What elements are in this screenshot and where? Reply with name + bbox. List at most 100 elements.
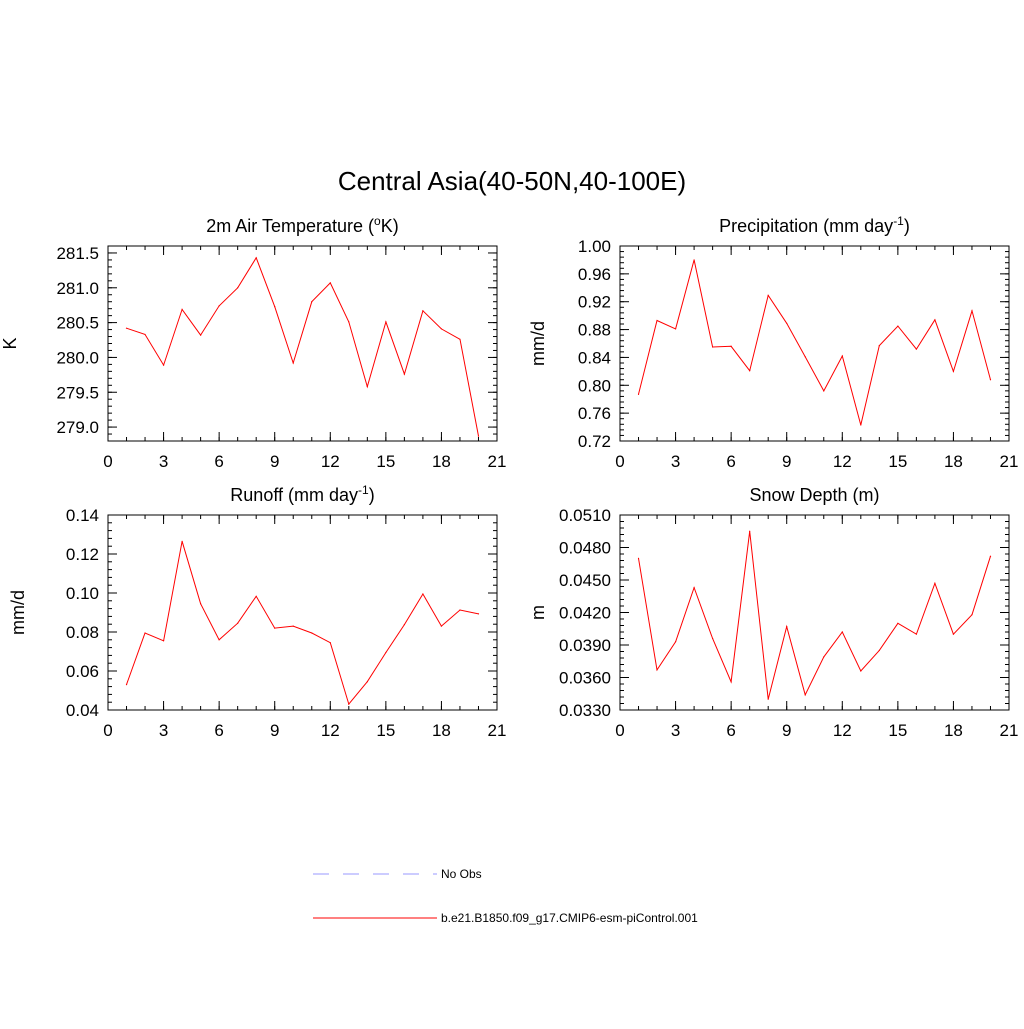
air-temperature-data-point	[348, 321, 350, 323]
runoff-x-tick-label: 0	[103, 721, 112, 740]
precipitation-title-main: Precipitation (mm day	[719, 216, 893, 236]
runoff-x-tick-label: 18	[432, 721, 451, 740]
air-temperature-data-point	[255, 257, 257, 259]
snow-depth-x-tick-label: 6	[726, 721, 735, 740]
precipitation-data-point	[915, 348, 917, 350]
snow-depth-x-tick-label: 9	[782, 721, 791, 740]
runoff-data-point	[125, 684, 128, 686]
runoff-x-tick-label: 3	[159, 721, 168, 740]
air-temperature-x-tick-label: 0	[103, 452, 112, 471]
snow-depth-y-tick-label: 0.0480	[559, 539, 611, 558]
air-temperature-x-tick-label: 12	[321, 452, 340, 471]
precipitation-data-point	[674, 328, 677, 330]
precipitation-data-point	[841, 355, 843, 357]
precipitation-data-point	[971, 310, 973, 312]
snow-depth-x-tick-label: 3	[671, 721, 680, 740]
snow-depth-x-tick-label: 21	[1000, 721, 1019, 740]
runoff-data-point	[292, 625, 294, 627]
precipitation-data-point	[934, 319, 936, 321]
snow-depth-x-tick-label: 0	[615, 721, 624, 740]
precipitation-y-tick-label: 0.80	[578, 376, 611, 395]
air-temperature-y-tick-label: 279.5	[56, 383, 99, 402]
legend: No Obs b.e21.B1850.f09_g17.CMIP6-esm-piCo…	[313, 867, 698, 925]
air-temperature-data-point	[311, 301, 313, 303]
legend-label-model: b.e21.B1850.f09_g17.CMIP6-esm-piControl.…	[441, 911, 698, 925]
runoff-title-superscript: -1	[358, 483, 369, 497]
runoff-title: Runoff (mm day-1)	[230, 483, 374, 505]
runoff-data-point	[440, 625, 443, 627]
runoff-data-point	[255, 595, 257, 597]
runoff-y-tick-label: 0.14	[66, 506, 99, 525]
runoff-data-point	[162, 640, 165, 642]
snow-depth-data-point	[915, 633, 917, 635]
precipitation-data-point	[637, 393, 640, 395]
precipitation-y-tick-label: 0.88	[578, 321, 611, 340]
runoff-data-point	[422, 593, 424, 595]
snow-depth-data-point	[841, 631, 843, 633]
air-temperature-title-superscript: o	[374, 214, 381, 228]
air-temperature-title-end: K)	[381, 216, 399, 236]
runoff-data-point	[218, 639, 220, 641]
precipitation-plot-frame	[619, 245, 1010, 442]
precipitation-title-superscript: -1	[893, 214, 904, 228]
air-temperature-data-point	[181, 308, 183, 310]
precipitation-data-point	[860, 424, 862, 426]
runoff-x-tick-label: 6	[214, 721, 223, 740]
runoff-y-tick-label: 0.10	[66, 584, 99, 603]
snow-depth-data-point	[989, 555, 992, 557]
air-temperature-data-point	[292, 362, 294, 364]
precipitation-x-tick-label: 6	[726, 452, 735, 471]
runoff-x-tick-label: 21	[488, 721, 507, 740]
runoff-y-tick-label: 0.08	[66, 623, 99, 642]
snow-depth-data-point	[971, 614, 973, 616]
snow-depth-x-tick-label: 12	[833, 721, 852, 740]
precipitation-x-tick-label: 3	[671, 452, 680, 471]
precipitation-data-point	[804, 356, 806, 358]
precipitation-y-tick-label: 1.00	[578, 237, 611, 256]
precipitation-y-axis-label: mm/d	[528, 321, 548, 366]
snow-depth-data-point	[637, 557, 640, 559]
runoff-x-tick-label: 15	[376, 721, 395, 740]
precipitation-data-point	[989, 379, 992, 381]
air-temperature-x-tick-label: 18	[432, 452, 451, 471]
precipitation-data-point	[767, 294, 769, 297]
precipitation-x-tick-label: 9	[782, 452, 791, 471]
air-temperature-data-point	[218, 305, 220, 307]
precipitation-x-tick-label: 21	[1000, 452, 1019, 471]
air-temperature-x-tick-label: 6	[214, 452, 223, 471]
page-title: Central Asia(40-50N,40-100E)	[338, 166, 686, 196]
snow-depth-title: Snow Depth (m)	[749, 485, 879, 505]
air-temperature-y-tick-label: 280.5	[56, 314, 99, 333]
snow-depth-x-tick-label: 15	[888, 721, 907, 740]
snow-depth-plot-frame	[619, 514, 1010, 711]
air-temperature-y-tick-label: 281.0	[56, 279, 99, 298]
precipitation-data-point	[952, 370, 955, 372]
runoff-y-tick-label: 0.06	[66, 662, 99, 681]
runoff-data-point	[403, 623, 405, 626]
precipitation-x-tick-label: 18	[944, 452, 963, 471]
snow-depth-series-line	[638, 531, 991, 700]
air-temperature-data-point	[422, 310, 424, 312]
snow-depth-data-point	[786, 625, 788, 628]
air-temperature-data-point	[200, 334, 202, 336]
snow-depth-data-point	[730, 681, 732, 683]
precipitation-data-point	[693, 259, 695, 261]
air-temperature-data-point	[440, 328, 443, 330]
precipitation-data-point	[656, 319, 658, 322]
precipitation-x-tick-label: 0	[615, 452, 624, 471]
air-temperature-data-point	[162, 364, 165, 366]
runoff-y-tick-label: 0.04	[66, 701, 99, 720]
runoff-title-end: )	[369, 485, 375, 505]
runoff-plot-frame	[107, 514, 498, 711]
snow-depth-y-tick-label: 0.0360	[559, 669, 611, 688]
chart-air-temperature: 0 3 6 9 12 15 18 21 279.0 279.5 280.0 280.5 281.0 281…	[0, 214, 506, 471]
snow-depth-data-point	[878, 649, 880, 652]
snow-depth-data-point	[934, 582, 936, 584]
precipitation-y-tick-label: 0.96	[578, 265, 611, 284]
runoff-data-point	[477, 613, 480, 615]
precipitation-x-tick-label: 12	[833, 452, 852, 471]
air-temperature-data-point	[144, 333, 146, 336]
runoff-data-point	[274, 627, 276, 629]
air-temperature-data-point	[477, 435, 480, 437]
air-temperature-data-point	[403, 373, 405, 375]
